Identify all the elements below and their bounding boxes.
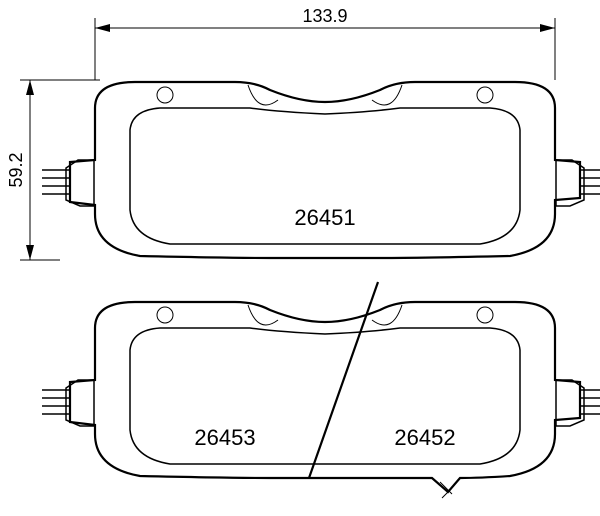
top-part-number: 26451	[294, 205, 355, 230]
drawing-canvas: 133.9 59.2	[0, 0, 600, 516]
width-value: 133.9	[302, 6, 347, 26]
height-value: 59.2	[6, 152, 26, 187]
bottom-right-part-number: 26452	[394, 425, 455, 450]
wear-clip	[432, 478, 460, 498]
left-sensor-bottom	[42, 380, 94, 426]
bottom-left-part-number: 26453	[194, 425, 255, 450]
top-pad: 26451	[42, 82, 600, 258]
bottom-pad: 26453 26452	[42, 282, 600, 498]
left-sensor-top	[42, 160, 94, 206]
width-dimension: 133.9	[95, 6, 555, 80]
